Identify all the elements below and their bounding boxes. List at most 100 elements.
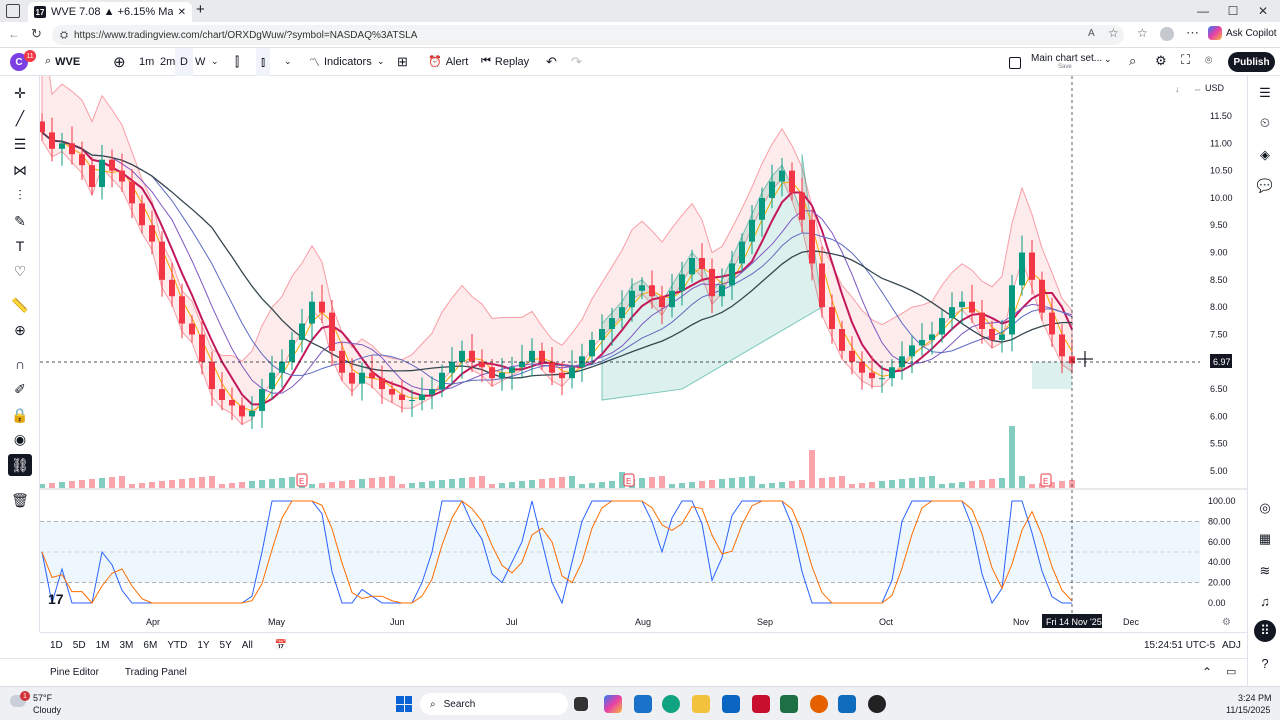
collapse-panel-icon[interactable]: ⌃ [1202,665,1213,679]
layout-dropdown-icon[interactable]: ⌄ [1104,54,1112,64]
store-icon[interactable] [634,695,652,713]
taskbar-time[interactable]: 3:24 PM [1238,693,1272,703]
link-icon[interactable]: ⛓ [8,454,32,476]
pine-editor-tab[interactable]: Pine Editor [50,667,99,678]
undo-icon[interactable]: ↶ [546,53,557,69]
minimize-button[interactable]: — [1197,4,1209,18]
watchlist-icon[interactable]: ☰ [1259,85,1271,100]
weather-condition[interactable]: Cloudy [33,705,62,715]
replay-button[interactable]: ⏮ Replay [476,48,534,76]
temperature[interactable]: 57°F [33,693,53,703]
stay-drawing-icon[interactable]: ✐ [14,380,26,397]
save-status[interactable]: Save [1058,64,1072,70]
brush-tool-icon[interactable]: ✎ [14,212,26,229]
crosshair-tool-icon[interactable]: ✛ [14,84,26,101]
compare-add-icon[interactable]: ⊕ [113,53,126,71]
indicators-button[interactable]: 〽 Indicators [304,48,377,76]
linkedin-icon[interactable] [722,695,740,713]
site-info-icon[interactable]: ⛭ [60,29,68,41]
range-5y[interactable]: 5Y [219,640,232,651]
interval-dropdown-icon[interactable]: ⌄ [211,56,219,66]
chart-type-dropdown-icon[interactable]: ⌄ [284,56,292,66]
text-tool-icon[interactable]: T [15,238,25,254]
calendar-icon[interactable]: ▦ [1258,531,1272,546]
ruler-icon[interactable]: 📏 [11,296,29,313]
copilot-button[interactable]: Ask Copilot [1208,26,1277,40]
templates-icon[interactable]: ⊞ [397,53,408,69]
prediction-tool-icon[interactable]: ⫶ [18,186,22,203]
url-field[interactable]: ⛭ https://www.tradingview.com/chart/ORXD… [52,25,1124,45]
range-1y[interactable]: 1Y [197,640,210,651]
outlook-icon[interactable] [838,695,856,713]
scroll-down-icon[interactable]: ↓ [1175,84,1180,94]
range-5d[interactable]: 5D [72,640,86,651]
interval-1m[interactable]: 1m [139,55,155,68]
more-icon[interactable]: ⋯ [1186,25,1199,40]
redo-icon[interactable]: ↷ [571,53,582,69]
adj-toggle[interactable]: ADJ [1222,640,1241,651]
close-tab-icon[interactable]: ✕ [177,6,186,18]
currency-label[interactable]: USD [1205,83,1225,93]
alerts-clock-icon[interactable]: ⏲ [1259,115,1271,130]
media-app-icon[interactable] [868,695,886,713]
back-icon[interactable]: ← [8,27,20,41]
favorites-bar-icon[interactable]: ☆ [1137,26,1148,40]
range-6m[interactable]: 6M [143,640,158,651]
close-window-button[interactable]: ✕ [1257,4,1269,18]
trend-line-icon[interactable]: ╱ [15,109,25,126]
settings-icon[interactable]: ⚙ [1155,53,1167,68]
maximize-button[interactable]: ☐ [1227,4,1239,18]
user-avatar[interactable]: C [10,53,28,71]
browser-tab[interactable]: 17 WVE 7.08 ▲ +6.15% Main chart s ✕ [28,2,192,22]
notifications-bell-icon[interactable]: ♫ [1260,593,1270,609]
publish-button[interactable]: Publish [1228,52,1275,72]
lock-icon[interactable]: 🔒 [11,406,29,423]
layers-icon[interactable]: ◈ [1260,147,1270,162]
refresh-icon[interactable]: ↻ [31,26,42,41]
quick-search-icon[interactable]: ⌕ [1129,53,1137,68]
interval-2m[interactable]: 2m [160,55,176,68]
fib-tool-icon[interactable]: ☰ [13,135,27,152]
copilot-app-icon[interactable] [604,695,622,713]
favorite-icon[interactable]: ☆ [1108,26,1119,40]
layout-name[interactable]: Main chart set... [1031,53,1103,64]
snapshot-icon[interactable]: ⌾ [1205,53,1213,67]
streams-icon[interactable]: ≋ [1259,563,1271,578]
tradingview-logo[interactable]: 17 [48,591,64,607]
chat-icon[interactable]: 💬 [1256,178,1274,193]
date-range-icon[interactable]: 📅 [274,640,288,651]
alert-button[interactable]: ⏰ Alert [423,48,473,76]
visibility-eye-icon[interactable]: ◉ [13,430,27,447]
range-3m[interactable]: 3M [119,640,134,651]
zoom-in-icon[interactable]: ⊕ [14,321,26,338]
firefox-icon[interactable] [810,695,828,713]
read-aloud-icon[interactable]: A [1088,28,1095,39]
taskbar-search[interactable]: ⌕ Search [420,693,568,715]
interval-d[interactable]: D [175,47,193,76]
trash-icon[interactable]: 🗑 [11,491,29,508]
interval-w[interactable]: W [195,55,206,68]
windows-start-icon[interactable] [396,696,412,712]
taskbar-date[interactable]: 11/15/2025 [1226,705,1271,715]
excel-icon[interactable] [780,695,798,713]
new-tab-button[interactable]: + [196,1,205,18]
magnet-icon[interactable]: ∩ [14,356,26,372]
file-explorer-icon[interactable] [692,695,710,713]
clock-time[interactable]: 15:24:51 UTC-5 [1144,640,1216,651]
chart-canvas[interactable]: E E E USD 11.50 11.00 10.50 10.00 9.50 9.00 8.50… [40,76,1247,632]
heart-icon[interactable]: ♡ [13,262,27,279]
range-1m[interactable]: 1M [95,640,110,651]
candles-style-icon[interactable]: ⫾ [256,47,271,76]
auto-scale-icon[interactable]: ⇔ [1193,84,1202,94]
task-view-icon[interactable] [574,697,588,711]
range-ytd[interactable]: YTD [167,640,188,651]
apps-grid-icon[interactable]: ⠿ [1254,620,1276,642]
browser-menu-icon[interactable] [6,4,20,18]
indicators-dropdown-icon[interactable]: ⌄ [377,56,385,66]
profile-avatar[interactable] [1160,27,1174,41]
symbol-search[interactable]: ⌕ WVE [40,48,106,76]
axis-settings-icon[interactable]: ⚙ [1222,617,1231,628]
layout-square-icon[interactable] [1009,57,1021,69]
range-all[interactable]: All [241,640,253,651]
bar-style-icon[interactable]: ⫿ [235,53,240,69]
